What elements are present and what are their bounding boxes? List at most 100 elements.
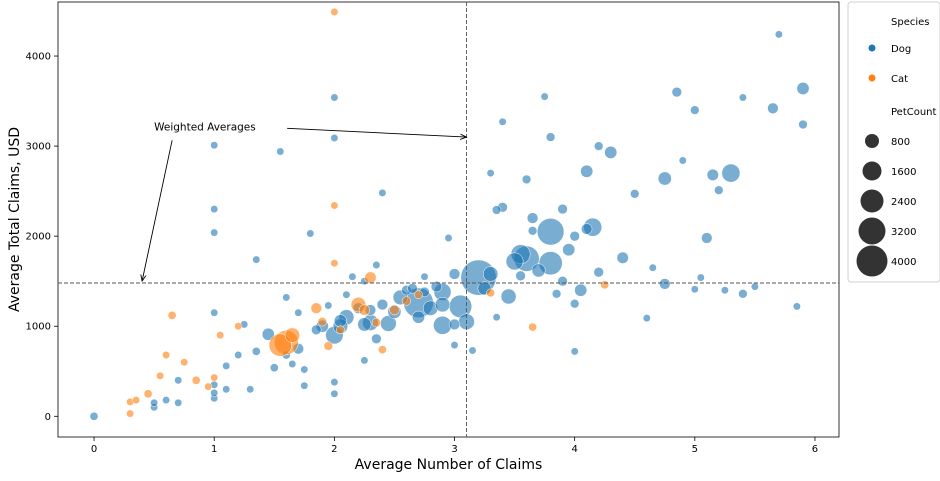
dog-point <box>342 290 351 299</box>
dog-point <box>690 105 700 115</box>
dog-point <box>696 273 705 282</box>
dog-point <box>750 282 759 291</box>
dog-point <box>642 314 651 323</box>
dog-point <box>282 293 291 302</box>
cat-point <box>600 280 610 290</box>
dog-point <box>657 171 672 186</box>
cat-point <box>204 382 213 391</box>
dog-point <box>348 272 357 281</box>
x-axis-label: Average Number of Claims <box>355 457 543 473</box>
dog-point <box>551 289 562 299</box>
dog-point <box>492 313 501 322</box>
cat-point <box>358 304 371 316</box>
y-tick-label: 0 <box>45 412 51 423</box>
cat-point <box>336 325 345 335</box>
y-axis: 0 1000 2000 3000 4000 <box>26 52 58 423</box>
cat-point <box>389 304 400 316</box>
legend-size-label: 3200 <box>891 227 916 238</box>
cat-point <box>330 201 339 210</box>
dog-point <box>720 286 729 295</box>
legend-size-label: 2400 <box>891 197 916 208</box>
x-axis: 0 1 2 3 4 5 6 <box>91 437 818 455</box>
dog-point <box>261 327 275 341</box>
cat-point <box>317 317 327 327</box>
dog-point <box>330 134 339 142</box>
x-tick-label: 4 <box>571 444 577 455</box>
dog-point <box>306 229 315 238</box>
dog-point <box>222 361 231 370</box>
dog-point <box>150 398 159 407</box>
cat-point <box>330 7 339 16</box>
cat-point <box>284 327 300 343</box>
dog-point <box>562 243 576 257</box>
dog-point <box>252 255 261 264</box>
legend-size-label: 800 <box>891 137 910 148</box>
cat-point <box>401 296 412 306</box>
legend-size-marker <box>865 134 879 148</box>
dog-point <box>767 102 779 114</box>
reference-lines <box>58 2 839 437</box>
x-tick-label: 5 <box>692 444 698 455</box>
dog-point <box>222 385 231 394</box>
cat-point <box>414 290 423 300</box>
cat-point <box>162 351 171 359</box>
legend: Species PetCount Dog Cat 800 1600 2400 3200 40… <box>847 1 940 283</box>
dog-point <box>174 376 183 385</box>
dog-point <box>581 223 593 235</box>
dog-point <box>444 234 453 242</box>
annotation-layer: Weighted Averages <box>142 121 466 281</box>
dog-point <box>251 347 261 356</box>
dog-point <box>526 212 539 224</box>
dog-point <box>407 283 418 294</box>
dog-point <box>448 268 461 280</box>
dog-point <box>162 396 171 405</box>
dog-point <box>630 189 640 199</box>
x-tick-label: 2 <box>331 444 337 455</box>
dog-point <box>678 156 687 165</box>
y-tick-label: 1000 <box>26 322 51 333</box>
y-tick-label: 3000 <box>26 142 51 153</box>
dog-point <box>648 263 657 272</box>
legend-label-cat: Cat <box>891 74 908 85</box>
dog-point <box>714 185 724 195</box>
dog-point <box>448 318 461 331</box>
legend-label-dog: Dog <box>891 44 911 55</box>
dog-point <box>659 278 671 290</box>
cat-point <box>216 331 225 340</box>
dog-point <box>360 356 369 365</box>
dog-point <box>89 411 99 421</box>
dog-point <box>545 132 556 142</box>
legend-size-marker <box>862 161 882 181</box>
points-layer <box>89 7 810 421</box>
cat-point <box>364 271 377 284</box>
dog-point <box>420 272 429 281</box>
y-tick-label: 2000 <box>26 232 51 243</box>
annotation-text: Weighted Averages <box>154 121 256 133</box>
cat-point <box>371 317 382 328</box>
dog-point <box>721 163 741 183</box>
dog-point <box>491 205 502 215</box>
dog-point <box>536 218 565 246</box>
legend-marker-dog <box>868 44 876 52</box>
dog-point <box>515 270 526 281</box>
dog-point <box>557 203 568 215</box>
cat-point <box>126 409 135 418</box>
dog-point <box>433 315 452 335</box>
dog-point <box>234 351 243 359</box>
dog-point <box>378 188 387 197</box>
dog-point <box>505 252 524 271</box>
x-tick-label: 6 <box>812 444 818 455</box>
dog-point <box>210 205 219 214</box>
x-tick-label: 3 <box>451 444 457 455</box>
dog-point <box>269 363 279 373</box>
legend-size-marker <box>858 217 886 245</box>
dog-point <box>690 285 699 294</box>
legend-title-petcount: PetCount <box>891 107 937 118</box>
plot-area-frame <box>57 1 840 438</box>
legend-title-species: Species <box>891 17 930 28</box>
legend-size-marker <box>860 189 884 213</box>
cat-point <box>323 341 333 351</box>
legend-size-label: 4000 <box>891 257 916 268</box>
